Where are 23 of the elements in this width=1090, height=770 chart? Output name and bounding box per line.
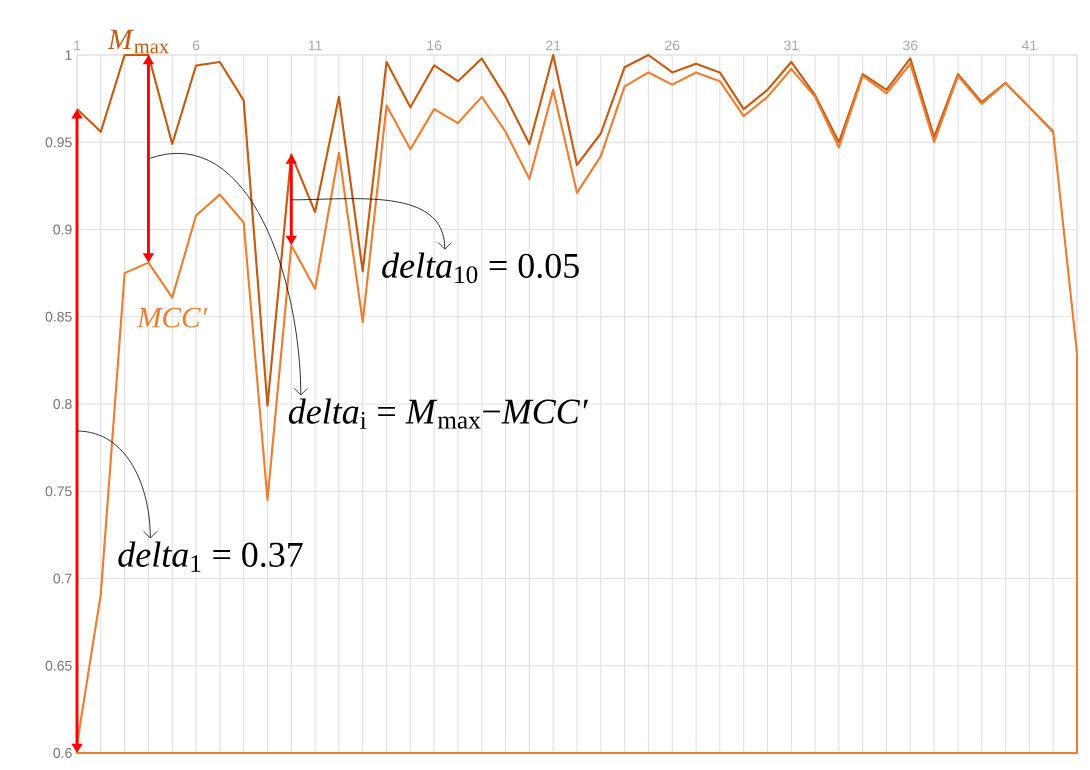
y-tick-label: 0.95 bbox=[45, 137, 72, 148]
x-tick-label: 26 bbox=[665, 40, 680, 51]
y-tick-label: 1 bbox=[65, 50, 72, 60]
y-tick-label: 0.75 bbox=[45, 486, 72, 497]
annotation: delta$_{1}$ = 0.37 bbox=[118, 541, 303, 572]
x-tick-label: 6 bbox=[192, 40, 200, 51]
series-label: MCC′ bbox=[136, 307, 208, 328]
y-tick-label: 0.6 bbox=[53, 748, 72, 758]
annotation: delta$_{10}$ = 0.05 bbox=[382, 252, 579, 284]
y-tick-label: 0.8 bbox=[53, 399, 72, 409]
x-tick-label: 1 bbox=[74, 40, 81, 51]
y-tick-label: 0.85 bbox=[45, 311, 72, 322]
x-tick-label: 11 bbox=[308, 40, 322, 51]
x-tick-label: 41 bbox=[1021, 40, 1037, 51]
series-label: M$_{max}$ bbox=[107, 29, 169, 54]
y-tick-label: 0.65 bbox=[45, 660, 72, 671]
x-tick-label: 16 bbox=[427, 40, 442, 51]
x-tick-label: 36 bbox=[903, 40, 918, 51]
annotation: delta$_{i}$ = M$_{max}$−MCC′ bbox=[288, 398, 589, 429]
y-tick-label: 0.9 bbox=[53, 224, 72, 235]
y-tick-label: 0.7 bbox=[53, 573, 72, 584]
x-tick-label: 21 bbox=[546, 40, 561, 51]
x-tick-label: 31 bbox=[784, 40, 799, 51]
